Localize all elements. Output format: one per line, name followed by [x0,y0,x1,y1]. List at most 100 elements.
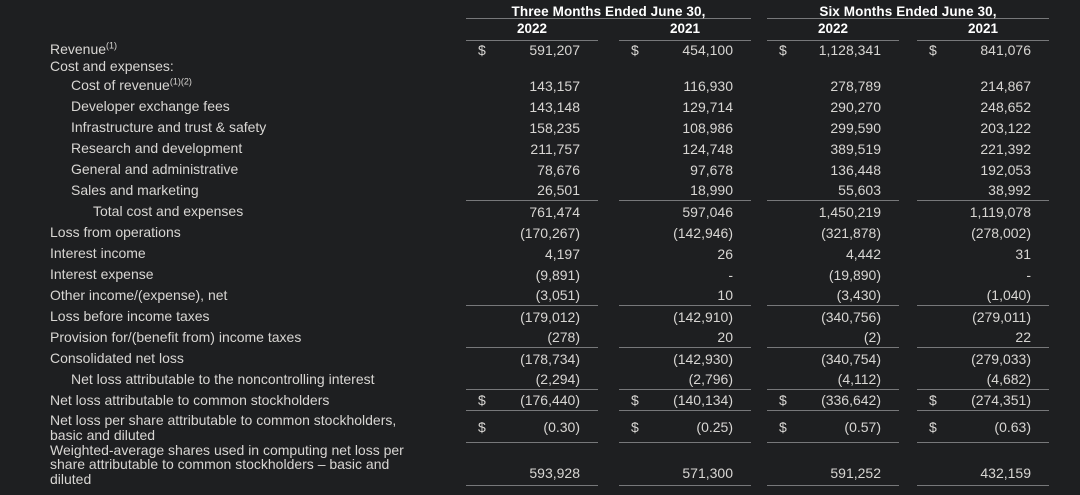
cell-value: - [728,266,733,283]
cell-value: (279,011) [972,308,1031,325]
cell-value: 22 [1015,329,1031,345]
table-row: Total cost and expenses 761,474 597,046 … [0,201,1080,222]
table-row: Interest expense (9,891) - (19,890) - [0,264,1080,285]
year-header-6mo-2022: 2022 [767,19,899,41]
dollar-sign: $ [929,392,937,408]
cell-value: 597,046 [682,203,733,220]
row-label: Total cost and expenses [93,203,244,220]
cell-3mo-2022: $ 591,207 [466,41,598,58]
year-header-3mo-2021: 2021 [619,19,751,41]
cell-value: (340,754) [821,350,881,367]
table-row: Net loss attributable to the noncontroll… [0,369,1080,390]
cell-value: 203,122 [980,119,1031,136]
cell-value: 97,678 [690,161,733,178]
table-row: Sales and marketing 26,501 18,990 55,603… [0,180,1080,201]
cell-value: 4,197 [544,245,580,262]
cell-6mo-2022: (340,754) [767,348,899,369]
cell-value: 108,986 [682,119,733,136]
row-label: Sales and marketing [71,182,199,199]
cell-value: (9,891) [535,266,580,283]
cell-3mo-2021 [619,58,751,75]
dollar-sign: $ [478,418,486,435]
dollar-sign: $ [631,392,639,408]
cell-value: (0.57) [844,418,881,435]
cell-3mo-2022: 593,928 [466,443,598,486]
cell-6mo-2021: 203,122 [917,117,1049,138]
cell-3mo-2022: (2,294) [466,369,598,390]
row-label: Loss from operations [50,224,181,241]
cell-6mo-2022: $ (336,642) [767,390,899,411]
cell-6mo-2021: 221,392 [917,138,1049,159]
cell-3mo-2022: (3,051) [466,285,598,306]
cell-value: 571,300 [682,465,733,481]
table-row: Consolidated net loss (178,734) (142,930… [0,348,1080,369]
cell-value: 248,652 [980,98,1031,115]
cell-6mo-2021: 432,159 [917,443,1049,486]
cell-6mo-2021: $ 841,076 [917,41,1049,58]
cell-value: 4,442 [845,245,881,262]
cell-6mo-2022: $ 1,128,341 [767,41,899,58]
cell-6mo-2022: (19,890) [767,264,899,285]
cell-value: 192,053 [980,161,1031,178]
row-label: Revenue(1) [50,40,118,58]
cell-6mo-2022: 278,789 [767,75,899,96]
cell-value: 143,148 [529,98,580,115]
row-label: Interest expense [50,266,154,283]
row-label: Cost of revenue(1)(2) [71,76,192,94]
table-row: Loss before income taxes (179,012) (142,… [0,306,1080,327]
cell-value: 389,519 [830,140,881,157]
cell-6mo-2021: $ (0.63) [917,411,1049,443]
cell-6mo-2021: (279,011) [917,306,1049,327]
cell-6mo-2022: (3,430) [767,285,899,306]
cell-3mo-2022: 158,235 [466,117,598,138]
income-statement-table: Revenue(1) $ 591,207 $ 454,100 $ 1,128,3… [0,41,1080,486]
cell-value: 591,252 [830,465,881,481]
cell-6mo-2022: 1,450,219 [767,201,899,222]
cell-value: 158,235 [529,119,580,136]
row-label: Developer exchange fees [71,98,230,115]
cell-value: 290,270 [830,98,881,115]
cell-3mo-2022: 211,757 [466,138,598,159]
cell-6mo-2021: 38,992 [917,180,1049,201]
column-group-header-three-months: Three Months Ended June 30, [466,4,751,19]
header-spacer [0,4,466,19]
row-label: General and administrative [71,161,239,178]
dollar-sign: $ [478,392,486,408]
cell-3mo-2021: - [619,264,751,285]
cell-value: (19,890) [828,266,881,283]
cell-3mo-2022: (278) [466,327,598,348]
cell-value: 432,159 [980,465,1031,481]
cell-3mo-2022 [466,58,598,75]
cell-value: (2,796) [688,371,733,387]
cell-value: (4,682) [986,371,1031,387]
row-label: Net loss per share attributable to commo… [50,412,397,443]
cell-value: (278,002) [971,224,1031,241]
cell-3mo-2022: (170,267) [466,222,598,243]
table-row: Weighted-average shares used in computin… [0,443,1080,486]
cell-6mo-2021: 214,867 [917,75,1049,96]
cell-6mo-2022: 55,603 [767,180,899,201]
cell-6mo-2021: 1,119,078 [917,201,1049,222]
table-row: Revenue(1) $ 591,207 $ 454,100 $ 1,128,3… [0,41,1080,58]
row-label: Loss before income taxes [50,308,210,325]
table-row: Net loss per share attributable to commo… [0,411,1080,443]
cell-3mo-2022: $ (0.30) [466,411,598,443]
cell-value: (2) [863,329,881,345]
cell-value: (179,012) [520,308,580,325]
dollar-sign: $ [631,41,639,58]
cell-value: (279,033) [971,350,1031,367]
cell-value: (336,642) [821,392,881,408]
cell-3mo-2021: 108,986 [619,117,751,138]
cell-value: 124,748 [682,140,733,157]
cell-6mo-2021: (279,033) [917,348,1049,369]
cell-3mo-2022: 143,157 [466,75,598,96]
cell-3mo-2021: 571,300 [619,443,751,486]
cell-value: (176,440) [520,392,580,408]
dollar-sign: $ [779,41,787,58]
cell-6mo-2021 [917,58,1049,75]
cell-6mo-2021: (4,682) [917,369,1049,390]
table-row: Infrastructure and trust & safety 158,23… [0,117,1080,138]
cell-value: (3,430) [836,287,881,303]
cell-3mo-2022: (178,734) [466,348,598,369]
cell-3mo-2021: 10 [619,285,751,306]
